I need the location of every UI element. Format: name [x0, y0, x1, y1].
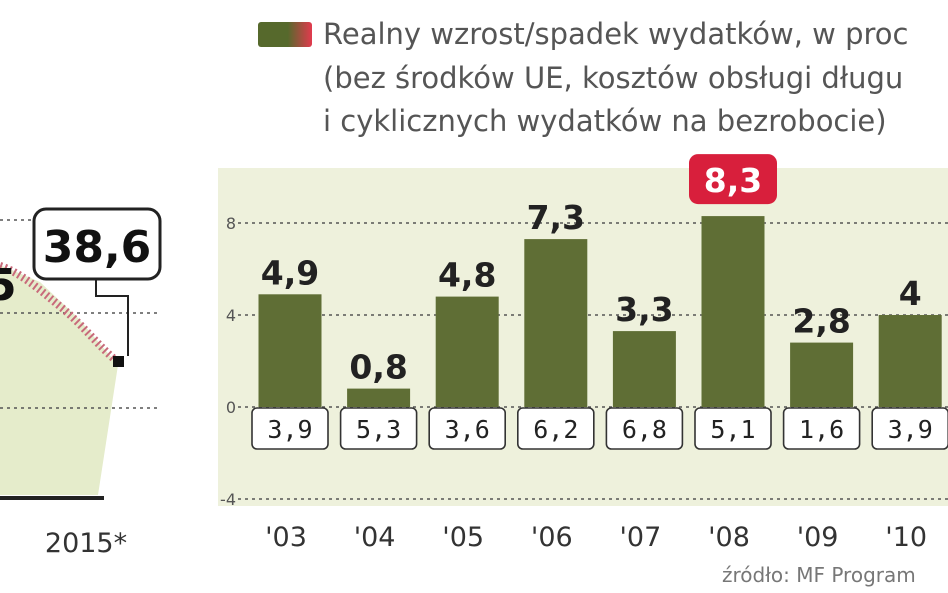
bar-value-label: 2,8	[792, 302, 850, 341]
bar	[790, 342, 854, 407]
left-x-label: 2015*	[45, 528, 127, 559]
left-area-fill	[0, 265, 118, 495]
callout-connector	[95, 272, 129, 356]
bar	[258, 294, 322, 407]
source-note: źródło: MF Program	[722, 563, 916, 587]
x-tick-label: '05	[442, 522, 484, 553]
bar-value-label: 4	[899, 274, 922, 313]
lower-row-label: 3,9	[888, 415, 933, 444]
bar-value-label: 0,8	[349, 348, 407, 387]
legend-line-3: i cyklicznych wydatków na bezrobocie)	[323, 104, 887, 138]
lower-row-label: 6,2	[533, 415, 578, 444]
y-tick-label: 0	[226, 398, 236, 417]
x-axis-labels: '03'04'05'06'07'08'09'10'11	[265, 522, 927, 553]
left-cut-label: 5	[0, 260, 17, 311]
lower-row-label: 3,6	[445, 415, 490, 444]
lower-row-box	[428, 407, 507, 450]
bar	[612, 331, 676, 407]
value-labels: 4,9 0,8 4,8 7,3 3,3 8,3 2,8 4	[261, 154, 922, 387]
lower-row-label: 5,3	[356, 415, 401, 444]
callout-value: 38,6	[43, 222, 152, 273]
lower-row-label: 3,9	[267, 415, 312, 444]
legend-swatch	[258, 22, 312, 47]
lower-row-label: 6,8	[622, 415, 667, 444]
x-tick-label: '09	[797, 522, 839, 553]
x-tick-label: '03	[265, 522, 307, 553]
callout-box	[32, 207, 162, 281]
x-tick-label: '08	[708, 522, 750, 553]
bar-value-label: 4,9	[261, 253, 319, 292]
bar-value-label: 3,3	[615, 290, 673, 329]
plot-area: 8 4 0 -4 3,9 5,3 3,6 6,2 6,8 5,1 1,6 3,9 4,9 0,8 4,8…	[218, 154, 948, 553]
lower-value-row: 3,9 5,3 3,6 6,2 6,8 5,1 1,6 3,9	[251, 407, 948, 450]
left-endpoint-marker	[113, 356, 124, 367]
highlight-badge	[689, 154, 777, 205]
x-tick-label: '06	[531, 522, 573, 553]
lower-row-box	[605, 407, 684, 450]
bar	[524, 239, 588, 407]
lower-row-box	[339, 407, 418, 450]
bar-value-label: 8,3	[704, 161, 762, 200]
legend-line-2: (bez środków UE, kosztów obsługi długu	[323, 61, 903, 95]
gridlines: 8 4 0 -4	[220, 214, 948, 509]
lower-row-box	[871, 407, 948, 450]
y-tick-label: -4	[220, 490, 236, 509]
lower-row-box	[516, 407, 595, 450]
left-trend-line	[0, 262, 121, 366]
bar	[435, 296, 499, 407]
bar	[701, 216, 765, 407]
bar	[878, 315, 942, 407]
x-tick-label: '10	[885, 522, 927, 553]
lower-row-box	[251, 407, 329, 450]
bar-value-label: 4,8	[438, 256, 496, 295]
bar-value-label: 7,3	[527, 198, 585, 237]
left-panel: 38,6 5 2015*	[0, 207, 162, 559]
x-tick-label: '04	[354, 522, 396, 553]
bars	[258, 216, 942, 407]
legend-line-1: Realny wzrost/spadek wydatków, w proc	[323, 17, 908, 51]
y-tick-label: 8	[226, 214, 236, 233]
lower-row-label: 1,6	[799, 415, 844, 444]
lower-row-box	[694, 407, 772, 450]
y-tick-label: 4	[226, 306, 236, 325]
bar	[347, 388, 411, 407]
x-tick-label: '07	[620, 522, 662, 553]
legend: Realny wzrost/spadek wydatków, w proc (b…	[258, 17, 908, 138]
lower-row-label: 5,1	[710, 415, 755, 444]
lower-row-box	[782, 407, 861, 450]
